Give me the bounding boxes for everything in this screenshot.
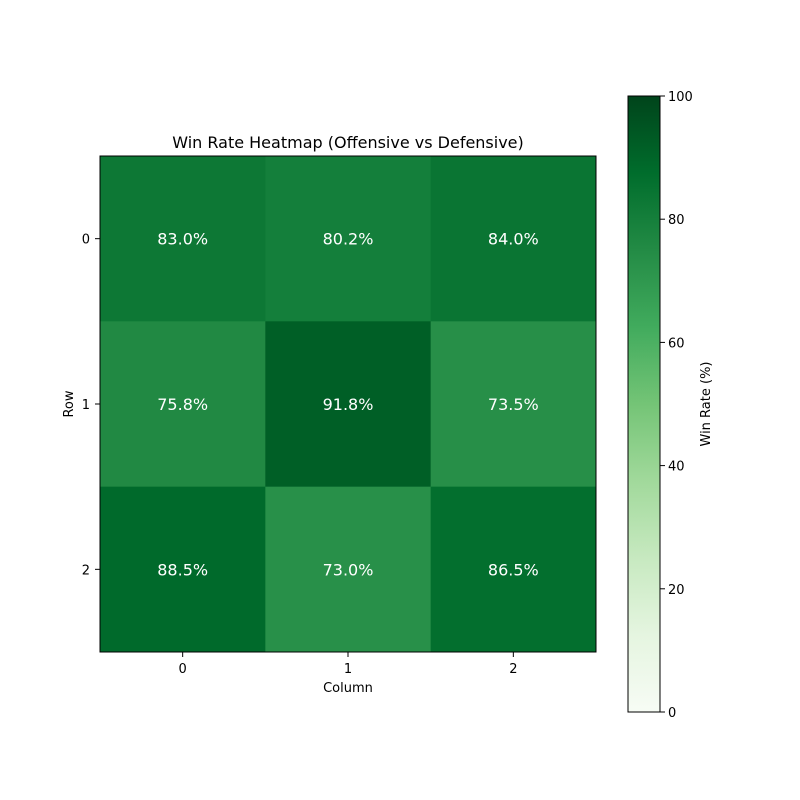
colorbar-tick-label: 100 xyxy=(668,90,693,105)
y-tick-label: 1 xyxy=(82,398,90,413)
x-tick-label: 1 xyxy=(344,662,352,677)
y-tick-label: 2 xyxy=(82,563,90,578)
x-axis-label: Column xyxy=(323,681,373,696)
heatmap-cell xyxy=(430,486,597,653)
cell-value-label: 83.0% xyxy=(157,230,208,249)
cell-value-label: 91.8% xyxy=(323,395,374,414)
colorbar-tick-label: 80 xyxy=(668,213,685,228)
colorbar-ticks: 0 20 40 60 80 100 xyxy=(660,90,693,721)
heatmap-cell xyxy=(100,486,266,653)
heatmap-cell xyxy=(265,486,432,653)
colorbar-tick-label: 40 xyxy=(668,460,685,475)
heatmap-cell xyxy=(265,156,432,322)
cell-value-label: 75.8% xyxy=(157,395,208,414)
heatmap-cell xyxy=(430,321,597,488)
colorbar xyxy=(627,95,661,713)
x-tick-label: 0 xyxy=(179,662,187,677)
heatmap-cell xyxy=(430,156,597,322)
x-tick-label: 2 xyxy=(509,662,517,677)
y-axis-ticks: 0 1 2 xyxy=(82,233,100,578)
cell-value-label: 80.2% xyxy=(323,230,374,249)
cell-value-label: 88.5% xyxy=(157,560,208,579)
cell-value-label: 86.5% xyxy=(488,560,539,579)
heatmap-cells: 83.0% 80.2% 84.0% 75.8% 91.8% 73.5% 88.5% 73.0%… xyxy=(100,156,597,653)
x-axis-ticks: 0 1 2 xyxy=(179,652,517,677)
y-tick-label: 0 xyxy=(82,233,90,248)
colorbar-tick-label: 0 xyxy=(668,706,676,721)
heatmap-cell xyxy=(265,321,432,488)
cell-value-label: 84.0% xyxy=(488,230,539,249)
cell-value-label: 73.0% xyxy=(323,560,374,579)
heatmap-cell xyxy=(100,321,266,488)
y-axis-label: Row xyxy=(62,390,77,417)
cell-value-label: 73.5% xyxy=(488,395,539,414)
colorbar-tick-label: 20 xyxy=(668,583,685,598)
colorbar-label: Win Rate (%) xyxy=(699,362,714,447)
colorbar-tick-label: 60 xyxy=(668,336,685,351)
heatmap-cell xyxy=(100,156,266,322)
chart-title: Win Rate Heatmap (Offensive vs Defensive… xyxy=(172,133,524,152)
